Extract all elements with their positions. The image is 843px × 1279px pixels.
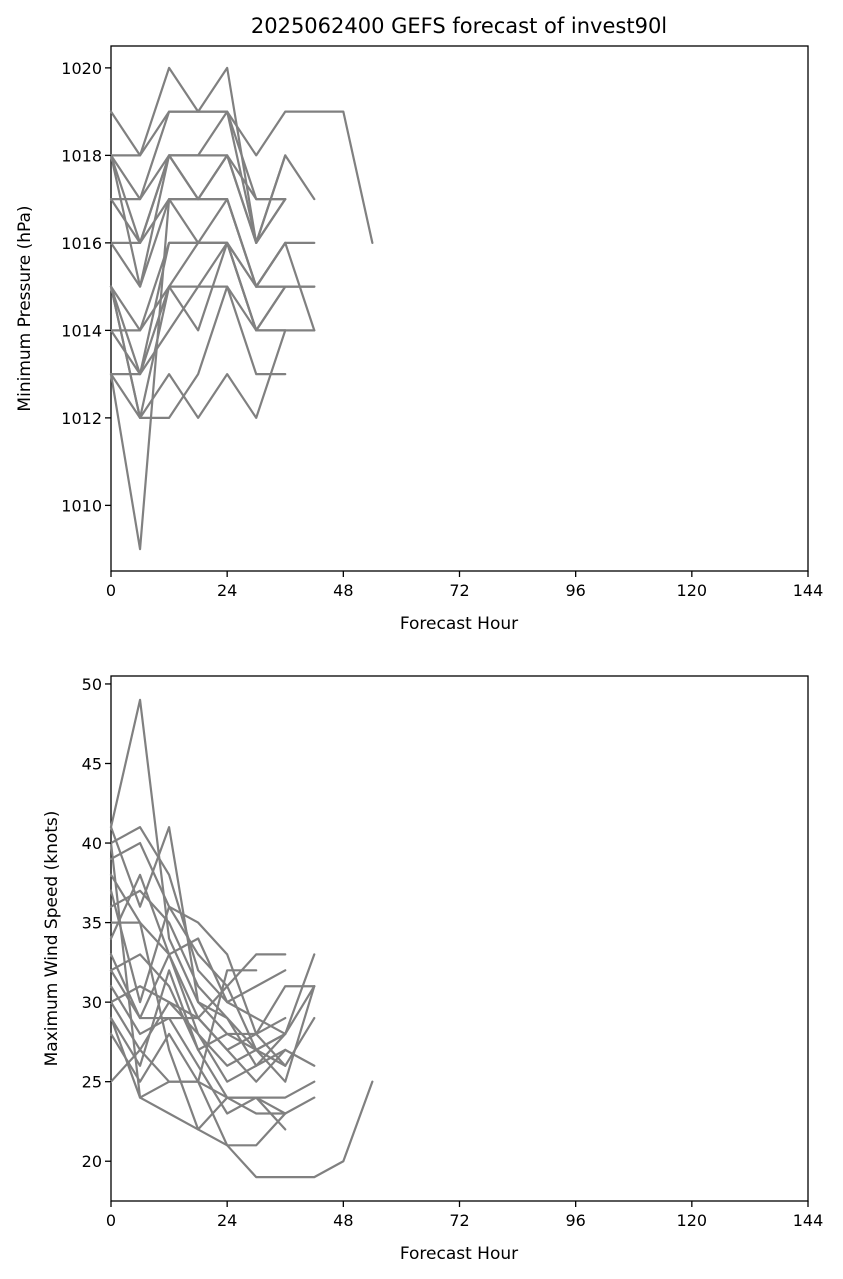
pressure-y-tick-label: 1016 bbox=[61, 234, 102, 253]
pressure-y-axis-label: Minimum Pressure (hPa) bbox=[15, 205, 35, 411]
wind-y-tick-label: 20 bbox=[82, 1152, 102, 1171]
wind-x-tick-label: 72 bbox=[449, 1211, 469, 1230]
pressure-y-tick-label: 1010 bbox=[61, 496, 102, 515]
pressure-x-tick-label: 120 bbox=[677, 581, 708, 600]
wind-series-line-10 bbox=[109, 953, 316, 1051]
wind-y-tick-label: 25 bbox=[82, 1073, 102, 1092]
pressure-panel: 0 24 48 72 96 120 144 1010 1012 1014 1016 1018 1020… bbox=[15, 45, 823, 634]
pressure-series-line-17 bbox=[109, 154, 287, 288]
pressure-x-ticks: 0 24 48 72 96 120 144 bbox=[106, 571, 823, 600]
wind-series-line-13 bbox=[109, 969, 316, 1099]
pressure-series-line-18 bbox=[109, 241, 287, 419]
pressure-series-line-14 bbox=[109, 285, 287, 419]
wind-x-tick-label: 24 bbox=[217, 1211, 237, 1230]
pressure-series-layer bbox=[109, 66, 374, 551]
pressure-y-tick-label: 1012 bbox=[61, 409, 102, 428]
pressure-x-tick-label: 0 bbox=[106, 581, 116, 600]
pressure-y-ticks: 1010 1012 1014 1016 1018 1020 bbox=[61, 59, 111, 515]
wind-series-layer bbox=[109, 698, 374, 1179]
wind-x-tick-label: 0 bbox=[106, 1211, 116, 1230]
wind-x-tick-label: 96 bbox=[565, 1211, 585, 1230]
wind-x-ticks: 0 24 48 72 96 120 144 bbox=[106, 1201, 823, 1230]
pressure-series-line-15 bbox=[109, 285, 287, 419]
pressure-series-line-10 bbox=[109, 241, 316, 376]
wind-series-line-2 bbox=[109, 826, 287, 1004]
wind-y-tick-label: 45 bbox=[82, 755, 102, 774]
pressure-series-line-2 bbox=[109, 110, 374, 244]
pressure-x-tick-label: 144 bbox=[793, 581, 824, 600]
wind-series-line-17 bbox=[109, 953, 287, 1083]
wind-series-line-11 bbox=[109, 985, 316, 1083]
wind-y-tick-label: 40 bbox=[82, 834, 102, 853]
pressure-x-tick-label: 24 bbox=[217, 581, 237, 600]
pressure-x-tick-label: 96 bbox=[565, 581, 585, 600]
pressure-y-tick-label: 1014 bbox=[61, 321, 102, 340]
wind-y-ticks: 20 25 30 35 40 45 50 bbox=[82, 675, 111, 1171]
wind-x-tick-label: 48 bbox=[333, 1211, 353, 1230]
wind-series-line-4 bbox=[109, 826, 316, 1083]
wind-x-axis-label: Forecast Hour bbox=[400, 1244, 518, 1264]
pressure-x-tick-label: 72 bbox=[449, 581, 469, 600]
wind-panel: 0 24 48 72 96 120 144 20 25 30 35 40 45 50 Forecast … bbox=[42, 675, 823, 1264]
pressure-y-tick-label: 1018 bbox=[61, 146, 102, 165]
wind-x-tick-label: 120 bbox=[677, 1211, 708, 1230]
wind-y-tick-label: 35 bbox=[82, 914, 102, 933]
pressure-series-line-13 bbox=[109, 241, 287, 376]
wind-series-line-20 bbox=[109, 1016, 374, 1179]
wind-series-line-12 bbox=[109, 985, 287, 1067]
wind-series-line-3 bbox=[109, 841, 316, 1067]
chart-title: 2025062400 GEFS forecast of invest90l bbox=[251, 14, 667, 38]
wind-x-tick-label: 144 bbox=[793, 1211, 824, 1230]
pressure-x-tick-label: 48 bbox=[333, 581, 353, 600]
pressure-plot-frame bbox=[110, 45, 809, 572]
pressure-y-tick-label: 1020 bbox=[61, 59, 102, 78]
wind-y-axis-label: Maximum Wind Speed (knots) bbox=[42, 811, 62, 1067]
wind-y-tick-label: 50 bbox=[82, 675, 102, 694]
pressure-x-axis-label: Forecast Hour bbox=[400, 614, 518, 634]
pressure-series-line-4 bbox=[109, 110, 287, 244]
wind-y-tick-label: 30 bbox=[82, 993, 102, 1012]
